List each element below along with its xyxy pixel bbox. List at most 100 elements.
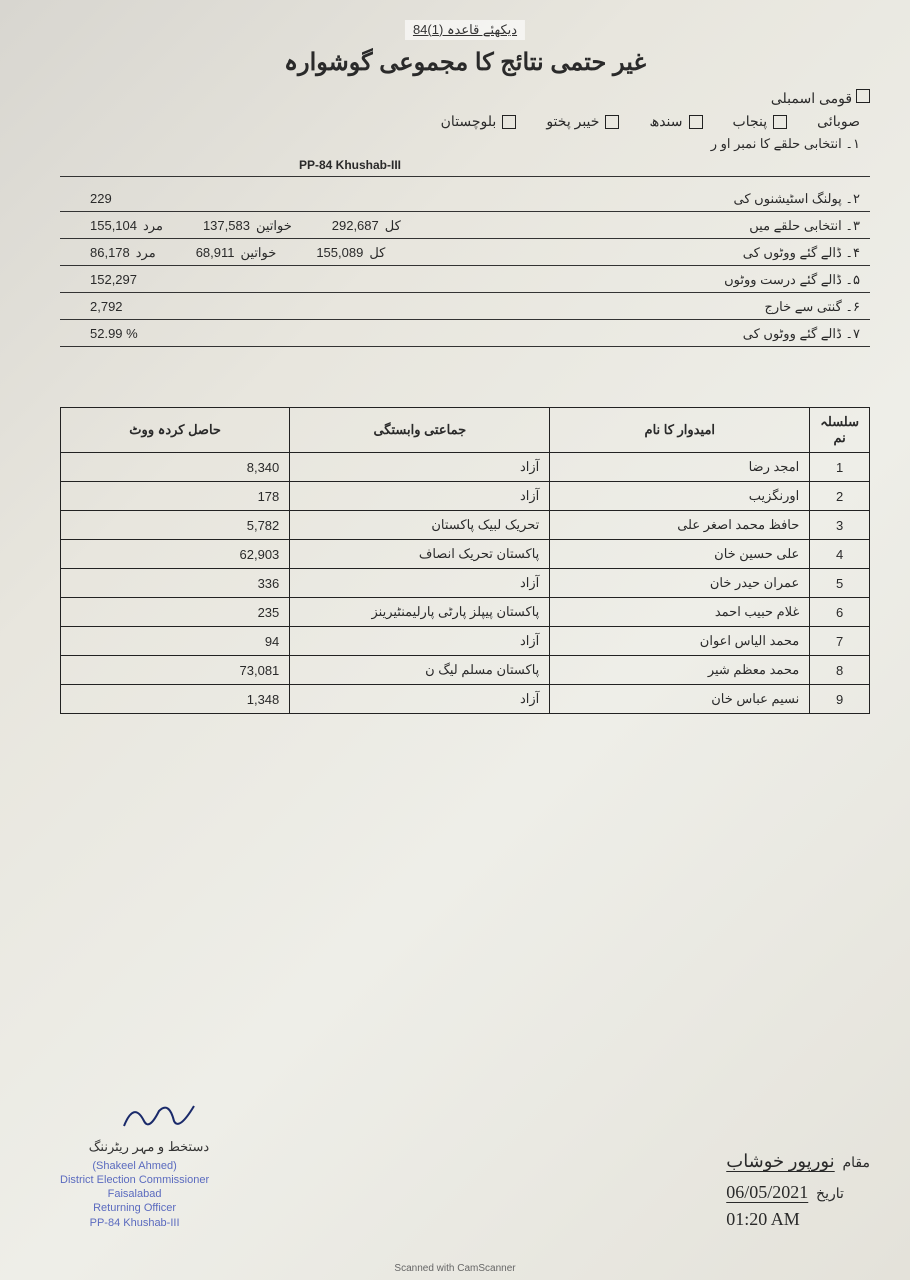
- table-row: 5,782تحریک لبیک پاکستانحافظ محمد اصغر عل…: [61, 511, 870, 540]
- footer: دستخط و مہر ریٹرننگ (Shakeel Ahmed) Dist…: [60, 1096, 870, 1230]
- stat-values: مرد86,178خواتین68,911کل155,089: [90, 245, 640, 261]
- stat-label: ۲۔ پولنگ اسٹیشنوں کی: [640, 191, 860, 207]
- cell-sno: 8: [810, 656, 870, 685]
- cell-name: نسیم عباس خان: [550, 685, 810, 714]
- cell-sno: 2: [810, 482, 870, 511]
- cell-party: آزاد: [290, 627, 550, 656]
- cell-name: اورنگزیب: [550, 482, 810, 511]
- signature-label: دستخط و مہر ریٹرننگ: [60, 1139, 209, 1155]
- checkbox-national: [856, 89, 870, 103]
- cell-party: آزاد: [290, 453, 550, 482]
- table-row: 1,348آزادنسیم عباس خان9: [61, 685, 870, 714]
- table-row: 178آزاداورنگزیب2: [61, 482, 870, 511]
- time-value: 01:20 AM: [726, 1209, 800, 1230]
- stat-value: 52.99 %: [90, 326, 138, 341]
- table-row: 73,081پاکستان مسلم لیگ نمحمد معظم شیر8: [61, 656, 870, 685]
- stat-row: ۵۔ ڈالے گئے درست ووٹوں 152,297: [60, 266, 870, 293]
- stat-label: ۶۔ گنتی سے خارج: [640, 299, 860, 315]
- table-row: 94آزادمحمد الیاس اعوان7: [61, 627, 870, 656]
- stat-row: ۳۔ انتخابی حلقے میںمرد155,104خواتین137,5…: [60, 212, 870, 239]
- national-assembly-label: قومی اسمبلی: [771, 90, 852, 106]
- stat-row: ۲۔ پولنگ اسٹیشنوں کی 229: [60, 185, 870, 212]
- province-kp: خیبر پختو: [546, 113, 619, 130]
- cell-votes: 1,348: [61, 685, 290, 714]
- constituency-code: PP-84 Khushab-III: [60, 158, 870, 172]
- cell-name: محمد معظم شیر: [550, 656, 810, 685]
- cell-name: عمران حیدر خان: [550, 569, 810, 598]
- table-row: 8,340آزادامجد رضا1: [61, 453, 870, 482]
- stat-value: 2,792: [90, 299, 123, 314]
- stat-values: 229: [90, 191, 640, 206]
- province-row: صوبائی پنجاب سندھ خیبر پختو بلوچستان: [60, 113, 870, 130]
- results-header-row: حاصل کردہ ووٹ جماعتی وابستگی امیدوار کا …: [61, 408, 870, 453]
- cell-votes: 178: [61, 482, 290, 511]
- stat-values: 2,792: [90, 299, 640, 314]
- stat-label: ۵۔ ڈالے گئے درست ووٹوں: [640, 272, 860, 288]
- cell-party: آزاد: [290, 685, 550, 714]
- table-row: 235پاکستان پیپلز پارٹی پارلیمنٹیرینزغلام…: [61, 598, 870, 627]
- cell-name: حافظ محمد اصغر علی: [550, 511, 810, 540]
- constituency-label: ۱۔ انتخابی حلقے کا نمبر او ر: [711, 136, 860, 152]
- cell-party: آزاد: [290, 482, 550, 511]
- document-title: غیر حتمی نتائج کا مجموعی گوشوارہ: [60, 48, 870, 77]
- stat-value: 152,297: [90, 272, 137, 287]
- stat-values: مرد155,104خواتین137,583کل292,687: [90, 218, 640, 234]
- cell-name: امجد رضا: [550, 453, 810, 482]
- rule-reference: دیکھئے قاعدہ (1)84: [405, 20, 525, 40]
- cell-sno: 9: [810, 685, 870, 714]
- cell-votes: 73,081: [61, 656, 290, 685]
- cell-votes: 336: [61, 569, 290, 598]
- province-punjab: پنجاب: [733, 113, 788, 130]
- cell-sno: 1: [810, 453, 870, 482]
- col-votes: حاصل کردہ ووٹ: [61, 408, 290, 453]
- province-balochistan: بلوچستان: [441, 113, 517, 130]
- national-assembly-row: قومی اسمبلی: [60, 89, 870, 107]
- col-name: امیدوار کا نام: [550, 408, 810, 453]
- date-value: 06/05/2021: [726, 1182, 808, 1203]
- table-row: 62,903پاکستان تحریک انصافعلی حسین خان4: [61, 540, 870, 569]
- stats-block: ۲۔ پولنگ اسٹیشنوں کی 229 ۳۔ انتخابی حلقے م…: [60, 185, 870, 347]
- stat-label: ۳۔ انتخابی حلقے میں: [640, 218, 860, 234]
- col-party: جماعتی وابستگی: [290, 408, 550, 453]
- province-sindh: سندھ: [649, 113, 702, 130]
- cell-party: پاکستان مسلم لیگ ن: [290, 656, 550, 685]
- cell-name: غلام حبیب احمد: [550, 598, 810, 627]
- cell-party: پاکستان پیپلز پارٹی پارلیمنٹیرینز: [290, 598, 550, 627]
- cell-votes: 94: [61, 627, 290, 656]
- officer-stamp: (Shakeel Ahmed) District Election Commis…: [60, 1159, 209, 1230]
- cell-votes: 5,782: [61, 511, 290, 540]
- cell-party: آزاد: [290, 569, 550, 598]
- constituency-row: ۱۔ انتخابی حلقے کا نمبر او ر: [60, 132, 870, 156]
- cell-name: محمد الیاس اعوان: [550, 627, 810, 656]
- stat-label: ۷۔ ڈالے گئے ووٹوں کی: [640, 326, 860, 342]
- results-table: حاصل کردہ ووٹ جماعتی وابستگی امیدوار کا …: [60, 407, 870, 714]
- signature-block: دستخط و مہر ریٹرننگ (Shakeel Ahmed) Dist…: [60, 1096, 209, 1230]
- cell-party: تحریک لبیک پاکستان: [290, 511, 550, 540]
- provincial-label: صوبائی: [817, 113, 860, 130]
- scan-watermark: Scanned with CamScanner: [394, 1263, 515, 1274]
- col-sno: سلسلہ نم: [810, 408, 870, 453]
- cell-sno: 5: [810, 569, 870, 598]
- stat-values: 152,297: [90, 272, 640, 287]
- document-page: دیکھئے قاعدہ (1)84 غیر حتمی نتائج کا مجم…: [0, 0, 910, 1280]
- stat-value: 229: [90, 191, 112, 206]
- cell-votes: 235: [61, 598, 290, 627]
- cell-sno: 6: [810, 598, 870, 627]
- place-value: نورپور خوشاب: [726, 1151, 834, 1172]
- date-label: تاریخ: [816, 1185, 844, 1201]
- cell-sno: 4: [810, 540, 870, 569]
- cell-sno: 3: [810, 511, 870, 540]
- stat-row: ۷۔ ڈالے گئے ووٹوں کی 52.99 %: [60, 320, 870, 347]
- table-row: 336آزادعمران حیدر خان5: [61, 569, 870, 598]
- cell-name: علی حسین خان: [550, 540, 810, 569]
- stat-label: ۴۔ ڈالے گئے ووٹوں کی: [640, 245, 860, 261]
- place-label: مقام: [842, 1154, 870, 1170]
- stat-values: 52.99 %: [90, 326, 640, 341]
- signature-icon: [119, 1096, 209, 1136]
- stat-row: ۴۔ ڈالے گئے ووٹوں کیمرد86,178خواتین68,91…: [60, 239, 870, 266]
- cell-votes: 62,903: [61, 540, 290, 569]
- cell-party: پاکستان تحریک انصاف: [290, 540, 550, 569]
- stat-row: ۶۔ گنتی سے خارج 2,792: [60, 293, 870, 320]
- place-date-block: مقام نورپور خوشاب تاریخ 06/05/2021 01:20…: [726, 1151, 870, 1230]
- cell-sno: 7: [810, 627, 870, 656]
